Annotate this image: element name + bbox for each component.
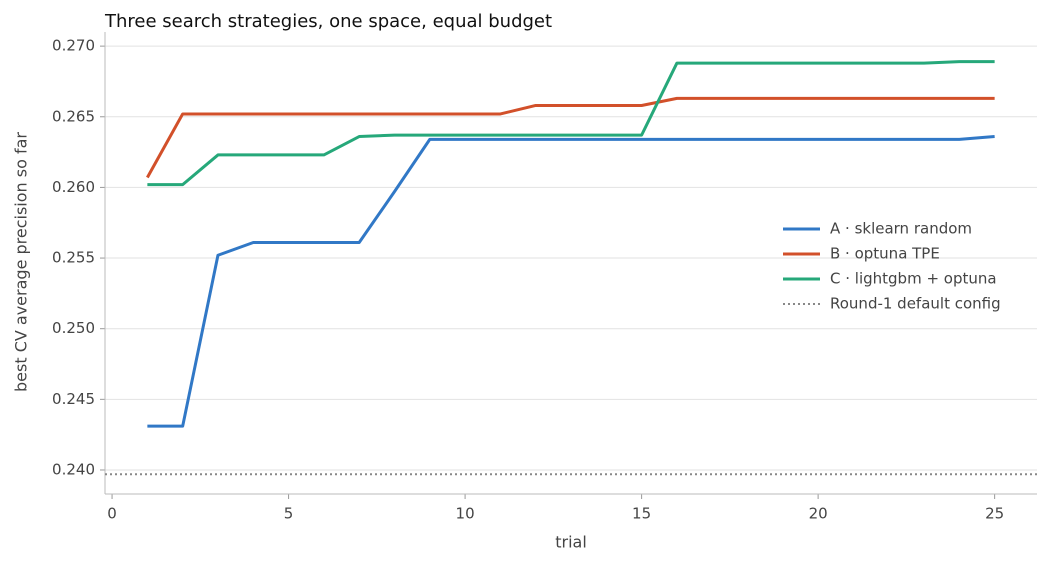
legend-label: Round-1 default config bbox=[830, 295, 1001, 313]
y-tick-label: 0.250 bbox=[52, 319, 95, 337]
y-tick-label: 0.270 bbox=[52, 37, 95, 55]
x-tick-label: 20 bbox=[809, 505, 828, 523]
series-line bbox=[146, 96, 995, 179]
x-tick-label: 15 bbox=[632, 505, 651, 523]
series-line bbox=[147, 60, 995, 187]
series-line bbox=[147, 135, 995, 428]
legend-label: C · lightgbm + optuna bbox=[830, 270, 997, 288]
legend-label: A · sklearn random bbox=[830, 220, 972, 238]
x-axis-label: trial bbox=[555, 533, 587, 552]
x-tick-label: 0 bbox=[107, 505, 117, 523]
y-tick-label: 0.260 bbox=[52, 178, 95, 196]
y-axis-label: best CV average precision so far bbox=[12, 132, 31, 392]
y-tick-label: 0.245 bbox=[52, 390, 95, 408]
y-tick-label: 0.240 bbox=[52, 460, 95, 478]
legend-label: B · optuna TPE bbox=[830, 245, 940, 263]
x-tick-label: 25 bbox=[985, 505, 1004, 523]
chart-title: Three search strategies, one space, equa… bbox=[104, 11, 552, 32]
x-tick-label: 5 bbox=[284, 505, 294, 523]
x-tick-label: 10 bbox=[456, 505, 475, 523]
y-tick-label: 0.255 bbox=[52, 249, 95, 267]
y-tick-label: 0.265 bbox=[52, 107, 95, 125]
